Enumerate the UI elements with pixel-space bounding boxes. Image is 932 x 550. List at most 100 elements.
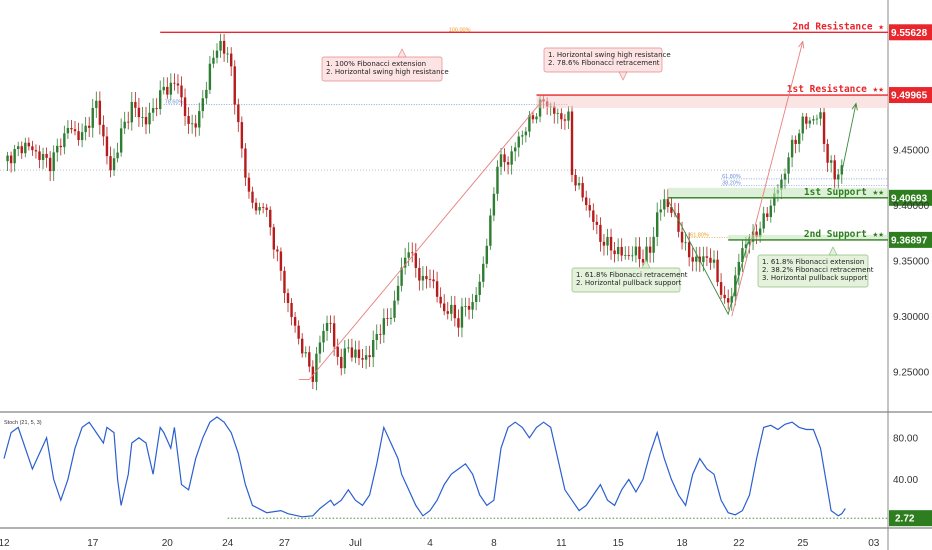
candle-body bbox=[460, 306, 464, 328]
candle-body bbox=[244, 148, 247, 178]
candle-body bbox=[304, 352, 307, 354]
candle-body bbox=[457, 318, 460, 328]
candle-body bbox=[556, 113, 559, 115]
candle-body bbox=[212, 57, 215, 64]
candle-body bbox=[155, 108, 158, 110]
candle-body bbox=[641, 259, 645, 263]
time-tick-label: 12 bbox=[0, 538, 10, 549]
candle-body bbox=[308, 352, 311, 367]
candle-body bbox=[599, 224, 602, 242]
candle-body bbox=[180, 85, 183, 98]
annotation-line: 2. 78.6% Fibonacci retracement bbox=[548, 59, 660, 67]
annotation-line: 3. Horizontal pullback support bbox=[762, 274, 868, 282]
candle-body bbox=[169, 82, 173, 95]
candle-body bbox=[141, 116, 144, 118]
candle-body bbox=[698, 256, 701, 263]
fib-level-label: 61.80% bbox=[690, 233, 709, 239]
candle-body bbox=[510, 151, 513, 165]
candle-body bbox=[222, 40, 226, 54]
candle-body bbox=[368, 355, 371, 358]
candle-body bbox=[531, 115, 535, 120]
candle-body bbox=[428, 279, 432, 281]
candle-body bbox=[634, 246, 638, 256]
candle-body bbox=[137, 107, 141, 118]
candle-body bbox=[620, 246, 623, 256]
price-tag bbox=[889, 24, 932, 41]
candle-body bbox=[798, 133, 801, 144]
candle-body bbox=[514, 147, 517, 152]
price-tag bbox=[889, 87, 932, 104]
level-label: 2nd Resistance ★ bbox=[792, 21, 884, 32]
candle-body bbox=[616, 246, 620, 255]
candle-body bbox=[91, 107, 94, 128]
candle-body bbox=[652, 236, 655, 253]
candle-body bbox=[815, 118, 819, 120]
candle-body bbox=[648, 246, 652, 253]
candle-body bbox=[240, 122, 244, 149]
candle-body bbox=[347, 347, 350, 349]
level-label: 1st Support ★★ bbox=[804, 187, 884, 198]
candle-body bbox=[258, 206, 261, 211]
candle-body bbox=[48, 157, 52, 172]
candle-body bbox=[687, 242, 691, 258]
price-tag-label: 9.36897 bbox=[891, 235, 928, 246]
candle-body bbox=[88, 125, 91, 128]
candle-body bbox=[9, 155, 13, 164]
candle-body bbox=[45, 153, 48, 158]
candle-body bbox=[609, 236, 613, 251]
candle-body bbox=[471, 301, 474, 310]
candle-body bbox=[766, 213, 769, 218]
candle-body bbox=[52, 152, 55, 172]
candle-body bbox=[201, 98, 204, 112]
candle-body bbox=[482, 263, 485, 282]
candle-body bbox=[251, 191, 254, 203]
price-tag-label: 9.55628 bbox=[891, 28, 928, 39]
candle-body bbox=[127, 121, 130, 123]
candle-body bbox=[162, 86, 165, 91]
candle-body bbox=[372, 340, 375, 358]
candle-body bbox=[485, 245, 488, 264]
time-tick-label: 27 bbox=[279, 538, 291, 549]
candle-body bbox=[805, 116, 808, 124]
candle-body bbox=[6, 155, 9, 162]
candle-body bbox=[237, 104, 240, 123]
candle-body bbox=[396, 285, 400, 301]
candle-body bbox=[631, 255, 634, 257]
candle-body bbox=[41, 153, 45, 160]
candle-body bbox=[606, 236, 609, 246]
candle-body bbox=[151, 108, 155, 113]
candle-body bbox=[173, 82, 176, 84]
candle-body bbox=[474, 294, 478, 302]
candle-body bbox=[435, 281, 439, 297]
candle-body bbox=[783, 173, 787, 180]
time-tick-label: 20 bbox=[162, 538, 174, 549]
candle-body bbox=[787, 157, 790, 174]
price-tag bbox=[889, 231, 932, 248]
candle-body bbox=[70, 127, 73, 130]
candle-body bbox=[762, 213, 765, 229]
candle-body bbox=[276, 249, 279, 252]
candle-body bbox=[77, 131, 80, 141]
candle-body bbox=[695, 256, 698, 262]
candle-body bbox=[144, 116, 148, 125]
candle-body bbox=[102, 124, 105, 137]
candle-body bbox=[421, 275, 425, 281]
fib-level-label: 61.80% bbox=[722, 174, 741, 180]
candle-body bbox=[63, 133, 66, 148]
candle-body bbox=[176, 83, 180, 86]
candle-body bbox=[375, 334, 378, 341]
candle-body bbox=[418, 267, 421, 281]
candle-body bbox=[624, 255, 627, 256]
candle-body bbox=[677, 213, 680, 232]
candle-body bbox=[20, 146, 23, 154]
candle-body bbox=[666, 199, 670, 207]
time-tick-label: 18 bbox=[676, 538, 688, 549]
candle-body bbox=[489, 215, 492, 246]
candle-body bbox=[318, 342, 322, 354]
candle-body bbox=[819, 112, 822, 119]
candle-body bbox=[123, 121, 126, 129]
candle-body bbox=[357, 349, 361, 359]
candle-body bbox=[265, 207, 268, 210]
candle-body bbox=[27, 142, 31, 147]
